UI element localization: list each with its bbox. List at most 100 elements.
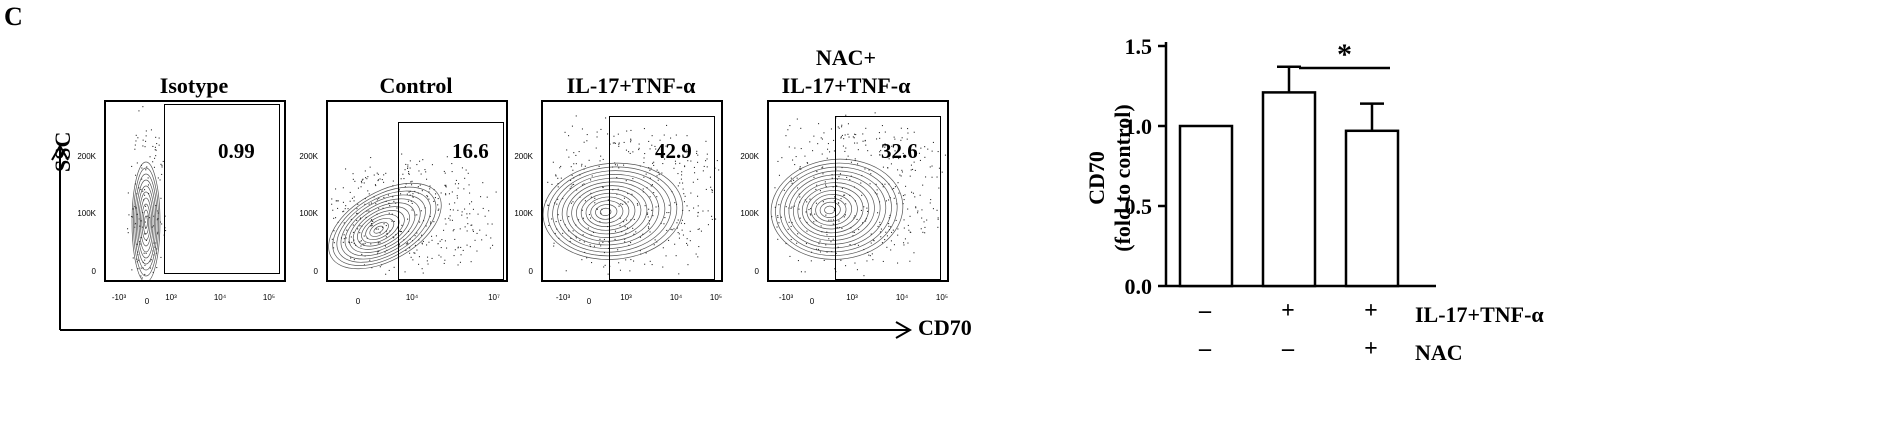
event-dot [592, 231, 594, 233]
event-dot [360, 180, 362, 182]
y-tick-100k: 100K [514, 209, 533, 218]
event-dot [416, 232, 418, 234]
event-dot [922, 231, 924, 233]
event-dot [931, 176, 933, 178]
event-dot [651, 184, 653, 186]
event-dot [676, 227, 678, 229]
gate-box [835, 116, 941, 280]
event-dot [785, 243, 787, 245]
event-dot [886, 246, 888, 248]
event-dot [476, 250, 478, 252]
event-dot [625, 259, 627, 261]
event-dot [944, 154, 946, 156]
event-dot [889, 214, 891, 216]
event-dot [696, 150, 698, 152]
event-dot [352, 224, 354, 226]
event-dot [135, 140, 137, 142]
event-dot [445, 186, 447, 188]
event-dot [449, 209, 451, 211]
event-dot [568, 156, 570, 158]
event-dot [408, 191, 410, 193]
event-dot [810, 208, 812, 210]
event-dot [426, 244, 428, 246]
event-dot [138, 110, 140, 112]
event-dot [675, 255, 677, 257]
event-dot [410, 256, 412, 258]
event-dot [676, 222, 678, 224]
event-dot [924, 156, 926, 158]
event-dot [649, 196, 651, 198]
event-dot [614, 142, 616, 144]
event-dot [869, 255, 871, 257]
event-dot [371, 224, 373, 226]
event-dot [581, 209, 583, 211]
event-dot [777, 160, 779, 162]
event-dot [825, 214, 827, 216]
event-dot [921, 217, 923, 219]
event-dot [718, 169, 720, 171]
x-tick: 10⁴ [669, 293, 683, 302]
event-dot [651, 209, 653, 211]
event-dot [144, 259, 146, 261]
event-dot [570, 179, 572, 181]
event-dot [629, 152, 631, 154]
event-dot [813, 135, 815, 137]
event-dot [440, 256, 442, 258]
event-dot [854, 158, 856, 160]
event-dot [353, 196, 355, 198]
event-dot [919, 194, 921, 196]
event-dot [449, 219, 451, 221]
event-dot [552, 161, 554, 163]
event-dot [799, 196, 801, 198]
event-dot [144, 189, 146, 191]
event-dot [789, 255, 791, 257]
event-dot [598, 242, 600, 244]
sign-il17-bar3: + [1364, 298, 1378, 324]
event-dot [372, 220, 374, 222]
event-dot [155, 205, 157, 207]
event-dot [862, 140, 864, 142]
event-dot [656, 196, 658, 198]
event-dot [902, 203, 904, 205]
cd70-arrow-head [895, 321, 913, 339]
event-dot [581, 184, 583, 186]
event-dot [600, 245, 602, 247]
event-dot [608, 247, 610, 249]
event-dot [648, 223, 650, 225]
event-dot [417, 186, 419, 188]
event-dot [409, 167, 411, 169]
event-dot [632, 151, 634, 153]
event-dot [127, 232, 129, 234]
event-dot [350, 257, 352, 259]
event-dot [878, 132, 880, 134]
contour-ring [365, 217, 395, 241]
event-dot [128, 214, 130, 216]
bar [1344, 129, 1400, 288]
event-dot [867, 251, 869, 253]
contour-ring [571, 185, 648, 238]
event-dot [836, 178, 838, 180]
event-dot [399, 230, 401, 232]
event-dot [830, 241, 832, 243]
contour-ring [810, 194, 853, 226]
event-dot [607, 273, 609, 275]
event-dot [862, 133, 864, 135]
event-dot [366, 237, 368, 239]
x-tick: 10³ [165, 293, 177, 302]
event-dot [936, 209, 938, 211]
event-dot [652, 162, 654, 164]
y-tick-label: 1.5 [1125, 34, 1153, 59]
event-dot [639, 236, 641, 238]
event-dot [666, 212, 668, 214]
event-dot [690, 160, 692, 162]
event-dot [616, 177, 618, 179]
event-dot [573, 163, 575, 165]
event-dot [790, 239, 792, 241]
y-tick-0: 0 [528, 267, 533, 276]
event-dot [874, 112, 876, 114]
event-dot [897, 228, 899, 230]
event-dot [583, 241, 585, 243]
contour-ring [543, 162, 684, 260]
event-dot [454, 249, 456, 251]
event-dot [806, 230, 808, 232]
